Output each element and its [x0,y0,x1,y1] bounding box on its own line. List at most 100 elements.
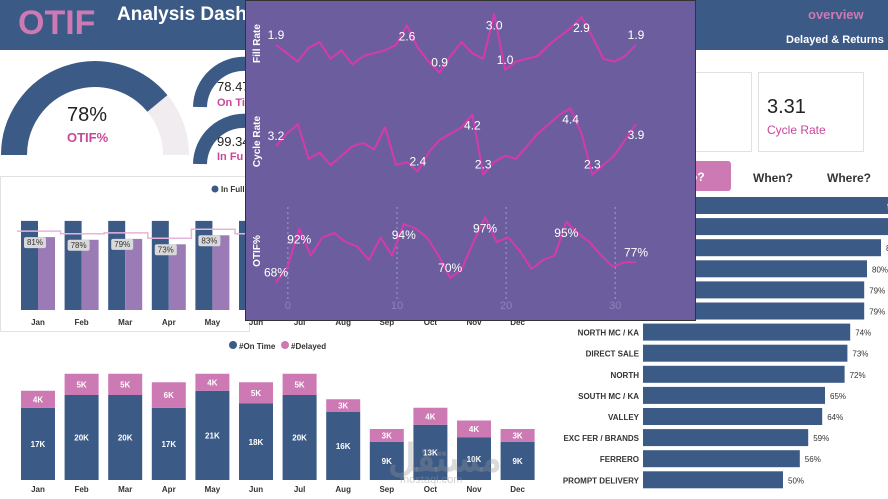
trend-line-otif [275,216,636,284]
otif-logo: OTIF [18,4,96,42]
customer-bar [643,302,865,320]
trend-annotation: 95% [554,226,578,240]
delayed-bar [64,373,99,395]
monthly-x-tick: Feb [74,318,88,327]
monthly-otif-chart: In Full 81% 78% 79% 73% 83% [17,185,250,310]
customer-bar [643,386,825,404]
delayed-bar [151,382,186,408]
customer-bar-value: 79% [869,308,885,317]
gauge-fill [1,61,168,156]
trend-annotation: 4.4 [562,112,579,126]
nav-overview-link[interactable]: overview [808,7,864,22]
monthly-x-tick: Jun [249,318,263,327]
trend-annotation: 3.0 [486,18,503,32]
delayed-bar [413,407,448,425]
small-gauges [193,56,248,165]
customer-bar-value: 65% [830,392,846,401]
customer-bar [643,197,888,214]
customer-bar [643,429,809,447]
otif-by-customer-chart: 94%89%85%80%79%79%NORTH MC / KA74%DIRECT… [563,197,888,489]
delayed-bar-label: 4K [425,412,435,421]
kpi-card-cycle-rate [758,72,864,152]
nav-delayed-returns-link[interactable]: Delayed & Returns [786,34,884,46]
monthly-data-label: 81% [27,238,43,247]
monthly-x-tick: Mar [118,318,132,327]
legend-in-full-label: In Full [221,185,245,194]
customer-bar-value: 64% [827,413,843,422]
gauge-label: OTIF% [67,130,109,145]
gauge-value: 78% [67,104,108,126]
monthly-label-bg [198,235,221,247]
on-time-bar [282,395,317,480]
watermark: مستقل [388,438,502,480]
delayed-bar-label: 5K [76,380,86,389]
customer-label: PROMPT DELIVERY [563,476,640,485]
customer-label: NORTH MC / KA [578,329,640,338]
customer-bar [643,281,865,299]
tab-where[interactable]: Where? [827,171,872,185]
monthly-x-tick: Apr [162,318,176,327]
trend-panel-title: Fill Rate [252,24,263,63]
customer-bar-value: 74% [855,329,871,338]
trend-line-fill_rate [275,13,637,74]
monthly-on-time-bar [81,239,99,310]
trend-annotation: 2.9 [573,21,590,35]
customer-label: EXC FER / BRANDS [563,434,639,443]
trend-annotation: 2.3 [475,158,492,172]
on-time-bar-label: 20K [118,434,133,443]
monthly-data-label: 79% [114,240,130,249]
monthly-in-full-bar [239,220,250,310]
monthly-x-tick: Sep [379,318,394,327]
tab-who[interactable]: o? [690,161,731,191]
on-time-bar-label: 16K [336,442,351,451]
trend-annotation: 4.2 [464,119,481,133]
monthly-in-full-bar [108,220,126,310]
stacked-legend: #On Time #Delayed [229,341,326,351]
line-x-tick: 20 [500,300,512,312]
tab-when[interactable]: When? [753,171,793,185]
legend-in-full-dot [211,185,219,193]
on-time-bar-label: 10K [467,455,482,464]
customer-bar [643,408,823,425]
monthly-on-time-bar [168,244,186,310]
on-time-bar [108,395,143,480]
delayed-bar-label: 3K [382,431,392,440]
stacked-x-tick: Jan [31,485,45,494]
on-time-gauge-arc [193,56,248,108]
on-time-bar-label: 13K [423,448,438,457]
on-time-bar-label: 17K [31,440,46,449]
monthly-data-label: 73% [158,245,174,254]
customer-label: NORTH [611,371,640,380]
customer-label: SOUTH MC / KA [578,392,639,401]
delayed-bar [239,382,273,404]
cycle-rate-value: 3.31 [767,96,806,118]
monthly-x-tick: May [205,318,221,327]
on-time-bar [151,407,186,480]
on-time-bar [369,441,404,480]
trend-annotation: 94% [392,228,416,242]
legend-delayed-label: #Delayed [291,342,326,351]
trend-annotation: 68% [264,266,288,280]
trend-annotation: 2.6 [399,29,416,43]
delayed-bar-label: 4K [33,395,43,404]
customer-label: VALLEY [608,413,640,422]
trend-annotation: 1.9 [628,28,645,42]
customer-bar-value: 80% [872,265,888,274]
trend-annotation: 2.4 [409,154,426,168]
delayed-bar [326,399,361,412]
monthly-label-bg [154,244,177,256]
trend-annotation: 3.9 [628,128,645,142]
delayed-bar [369,429,404,442]
customer-bar-value: 73% [852,350,868,359]
legend-on-time-dot [229,341,237,349]
monthly-x-tick: Jul [294,318,306,327]
trend-annotation: 1.9 [268,28,285,42]
stacked-x-tick: May [205,485,221,494]
delayed-bar-label: 5K [294,380,304,389]
stacked-x-tick: Jul [294,485,306,494]
delayed-bar [282,373,317,395]
watermark-sub: mostaql.com [400,474,463,486]
customer-bar [643,344,848,362]
monthly-on-time-bar [212,235,230,310]
delayed-bar [195,373,230,391]
